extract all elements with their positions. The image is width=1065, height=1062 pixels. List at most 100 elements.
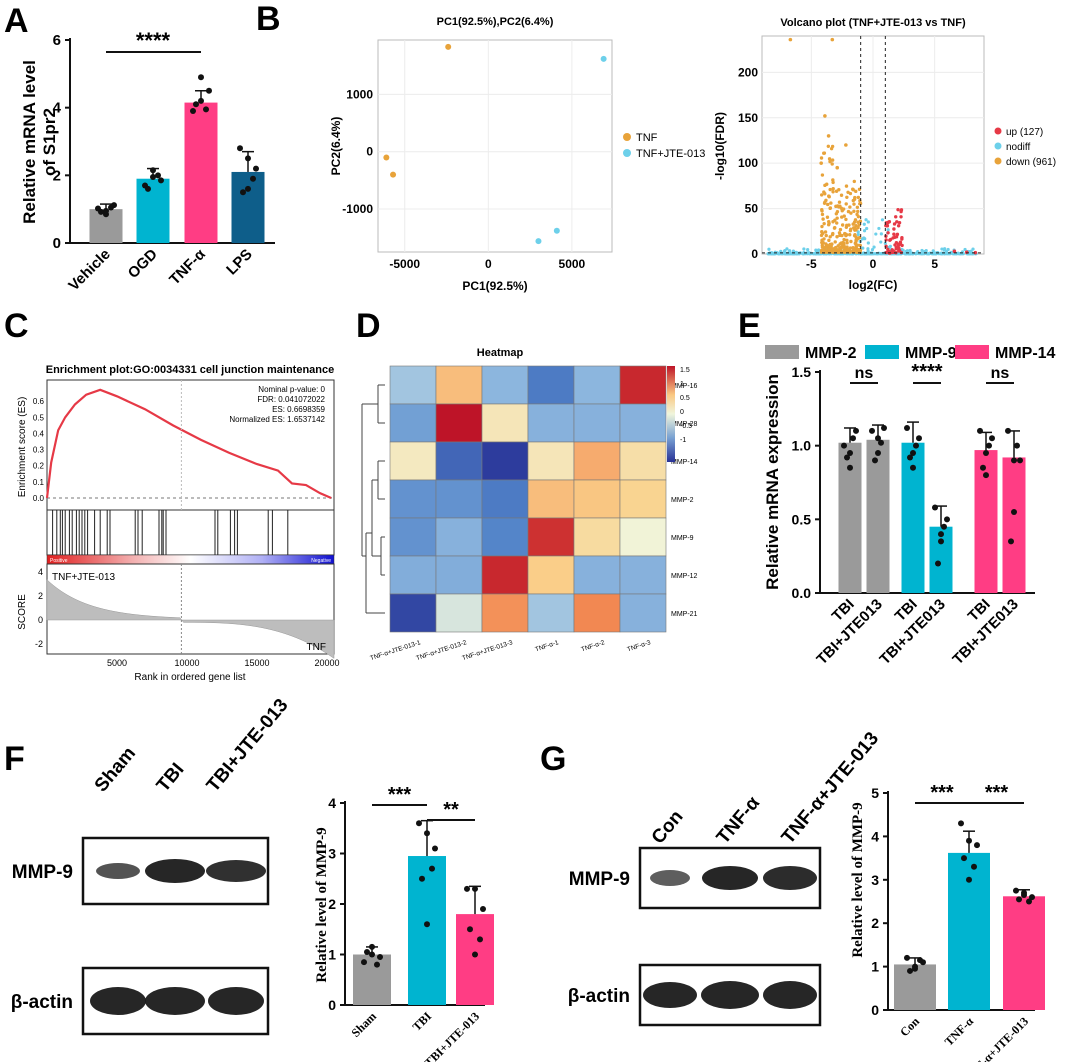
b2-point-down [848,228,853,233]
a-dot [245,185,251,192]
pg-band [650,870,690,886]
b2-point-down [844,217,848,222]
f-ytick-label: 0 [328,997,336,1013]
g-bar [894,964,936,1010]
e-legend-label: MMP-14 [995,345,1056,362]
b1-title: PC1(92.5%),PC2(6.4%) [437,16,554,28]
a-dot [240,189,246,196]
chart-b-volcano: Volcano plot (TNF+JTE-013 vs TNF)-5 0 5050… [713,17,1056,292]
b2-point-down [855,243,859,247]
panel-label-c: C [4,307,29,345]
b1-point [383,154,390,161]
b2-point-down [820,212,825,217]
b2-point-down [848,205,852,209]
b2-legend-label: down (961) [1006,157,1056,168]
b2-point-down [828,206,833,210]
e-dot [944,516,950,523]
d-col-label: TNF-α-1 [534,639,560,653]
b2-point-down [835,216,839,220]
d-cell [573,517,621,557]
b2-point-nodiff [920,248,924,253]
e-ytick-label: 0.0 [792,585,812,601]
e-dot [983,472,989,479]
d-cell [481,555,529,595]
b2-point-down [838,227,843,232]
b2-point-down [851,246,855,250]
b2-point-down [820,224,824,229]
b2-point-down [854,189,858,194]
b2-point-down [831,180,835,185]
b1-ytick: 1000 [346,87,373,101]
a-ytick-label: 6 [53,32,61,49]
d-col-label: TNF-α+JTE-013-3 [461,639,514,662]
b2-point-down [830,232,835,237]
d-cell [435,593,483,633]
b2-point-down [853,218,858,222]
d-cell [619,479,667,519]
b2-point-down [839,245,844,250]
b2-point-down [845,241,849,245]
b2-point-down [825,182,829,186]
b2-ytick: 0 [751,247,758,261]
b1-ylabel: PC2(6.4%) [329,117,343,176]
e-dot [1011,457,1017,464]
b2-point-down [855,205,860,210]
b2-legend-label: nodiff [1006,142,1031,153]
b2-point-down [827,238,831,243]
b2-point-down [830,37,835,42]
b2-point-up [896,243,901,247]
g-ytick-label: 2 [871,915,879,931]
g-dot [974,842,980,849]
b2-point-nodiff [971,247,975,251]
f-dot [377,954,383,961]
c-stat: Nominal p-value: 0 [258,385,325,394]
b2-point-nodiff [872,245,876,249]
f-ytick-label: 3 [328,846,336,862]
b2-point-down [844,143,848,147]
b2-point-down [823,200,827,204]
c-ytick-top: 0.5 [33,413,45,422]
b2-point-up [884,234,888,238]
c-ytick-top: 0.3 [33,446,45,455]
b2-point-down [846,209,851,214]
f-dot [467,926,473,933]
e-dot [875,435,881,442]
c-xtick: 5000 [107,658,127,668]
b2-point-up [952,249,957,254]
b2-point-up [894,246,898,251]
c-ytick-bottom: 2 [38,591,43,601]
g-xtick-label: TNF-α [942,1014,977,1049]
b1-legend-marker [623,149,631,157]
pg-band-label: β-actin [568,986,630,1007]
b2-ytick: 100 [738,156,758,170]
a-dot [250,175,256,182]
d-cell [527,555,575,595]
e-sig-label: **** [911,361,942,383]
a-xtick-label: OGD [125,246,161,282]
b2-point-down [852,249,857,253]
b2-point-down [822,221,826,226]
pg-lane-label: TNF-α [713,792,765,848]
g-ytick-label: 0 [871,1002,879,1018]
e-dot [980,464,986,471]
pg-band [643,982,697,1008]
d-scale-label: -1 [680,437,686,444]
b2-point-up [888,238,892,242]
c-xlabel: Rank in ordered gene list [134,672,245,683]
chart-c-gsea: Enrichment plot:GO:0034331 cell junction… [17,364,340,683]
d-row-label: MMP-21 [671,611,698,618]
b2-point-nodiff [779,249,783,254]
d-row-label: MMP-16 [671,383,698,390]
b2-point-down [832,226,837,230]
b2-point-down [830,158,835,162]
d-cell [573,403,621,443]
e-ytick-label: 1.5 [792,364,812,380]
d-cell [619,403,667,443]
d-row-label: MMP-12 [671,573,698,580]
b2-point-down [827,195,831,199]
e-dot [1017,457,1023,464]
b2-point-down [834,204,838,209]
b1-xtick: -5000 [389,257,420,271]
g-ylabel: Relative level of MMP-9 [850,802,866,957]
f-dot [419,875,425,882]
